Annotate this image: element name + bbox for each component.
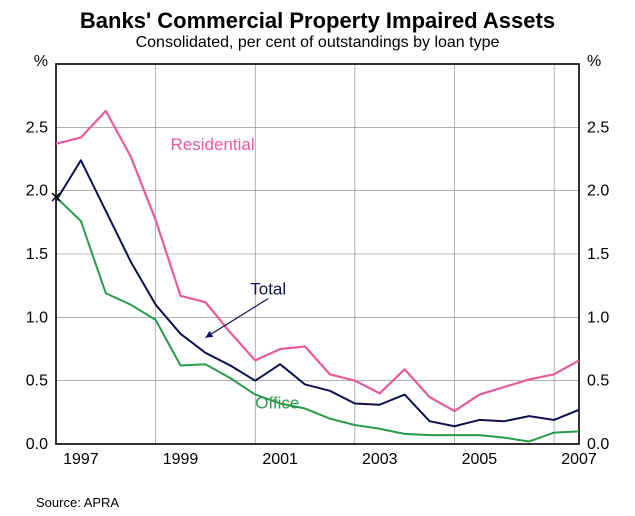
svg-text:1.5: 1.5: [26, 246, 48, 263]
svg-text:1.0: 1.0: [587, 309, 609, 326]
svg-text:2001: 2001: [262, 451, 298, 468]
svg-text:2.5: 2.5: [26, 119, 48, 136]
svg-text:Residential: Residential: [171, 135, 255, 154]
svg-text:Total: Total: [250, 280, 286, 299]
svg-text:Office: Office: [255, 394, 299, 413]
svg-text:%: %: [587, 53, 601, 70]
svg-text:2005: 2005: [462, 451, 498, 468]
chart-subtitle: Consolidated, per cent of outstandings b…: [0, 34, 635, 52]
svg-text:1.0: 1.0: [26, 309, 48, 326]
chart-source: Source: APRA: [36, 495, 119, 510]
chart-title: Banks' Commercial Property Impaired Asse…: [0, 0, 635, 34]
svg-text:1.5: 1.5: [587, 246, 609, 263]
svg-text:0.5: 0.5: [26, 373, 48, 390]
svg-text:0.5: 0.5: [587, 373, 609, 390]
svg-text:1997: 1997: [63, 451, 99, 468]
svg-text:2007: 2007: [561, 451, 597, 468]
svg-text:2.0: 2.0: [26, 183, 48, 200]
svg-text:2003: 2003: [362, 451, 398, 468]
chart-container: Banks' Commercial Property Impaired Asse…: [0, 0, 635, 516]
svg-text:2.5: 2.5: [587, 119, 609, 136]
chart-plot: 0.00.00.50.51.01.01.51.52.02.02.52.5%%19…: [0, 52, 635, 482]
svg-text:0.0: 0.0: [26, 436, 48, 453]
svg-text:1999: 1999: [163, 451, 199, 468]
svg-text:%: %: [34, 53, 48, 70]
svg-text:2.0: 2.0: [587, 183, 609, 200]
